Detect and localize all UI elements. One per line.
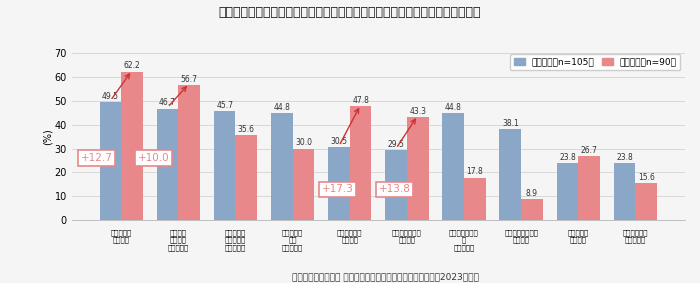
Text: 30.0: 30.0 bbox=[295, 138, 312, 147]
Text: 30.5: 30.5 bbox=[330, 137, 347, 146]
Text: 26.7: 26.7 bbox=[581, 146, 598, 155]
Bar bbox=[271, 113, 293, 220]
Text: 43.3: 43.3 bbox=[410, 106, 426, 115]
Text: 56.7: 56.7 bbox=[181, 74, 197, 83]
Bar bbox=[464, 178, 486, 220]
Bar bbox=[556, 163, 578, 220]
Bar bbox=[178, 85, 200, 220]
Text: 44.8: 44.8 bbox=[273, 103, 290, 112]
Bar bbox=[578, 156, 600, 220]
Text: 15.6: 15.6 bbox=[638, 173, 655, 182]
Text: 46.7: 46.7 bbox=[159, 98, 176, 108]
Bar bbox=[121, 72, 143, 220]
Bar bbox=[614, 163, 636, 220]
Bar bbox=[350, 106, 372, 220]
Text: 積水ハウス株式会社 住生活研究所「自宅における防犯調査（2023年）」: 積水ハウス株式会社 住生活研究所「自宅における防犯調査（2023年）」 bbox=[292, 273, 478, 282]
Text: 49.5: 49.5 bbox=[102, 92, 119, 101]
Text: +17.3: +17.3 bbox=[322, 184, 354, 194]
Y-axis label: (%): (%) bbox=[43, 128, 53, 145]
Text: 29.5: 29.5 bbox=[388, 140, 405, 149]
Bar bbox=[521, 199, 543, 220]
Text: 38.1: 38.1 bbox=[502, 119, 519, 128]
Bar bbox=[328, 147, 350, 220]
Text: 17.8: 17.8 bbox=[466, 168, 483, 177]
Bar bbox=[214, 111, 235, 220]
Text: 44.8: 44.8 bbox=[444, 103, 461, 112]
Bar bbox=[235, 135, 257, 220]
Bar bbox=[442, 113, 464, 220]
Text: 普段の生活において実施している自宅の防犯対策　居住形態比較（複数回答）: 普段の生活において実施している自宅の防犯対策 居住形態比較（複数回答） bbox=[218, 6, 482, 19]
Bar bbox=[157, 109, 178, 220]
Bar bbox=[499, 129, 521, 220]
Text: 35.6: 35.6 bbox=[238, 125, 255, 134]
Text: 8.9: 8.9 bbox=[526, 189, 538, 198]
Text: +10.0: +10.0 bbox=[138, 153, 169, 163]
Bar bbox=[293, 149, 314, 220]
Text: 23.8: 23.8 bbox=[616, 153, 633, 162]
Bar bbox=[99, 102, 121, 220]
Text: +13.8: +13.8 bbox=[379, 184, 411, 194]
Text: 23.8: 23.8 bbox=[559, 153, 576, 162]
Bar bbox=[636, 183, 657, 220]
Text: 47.8: 47.8 bbox=[352, 96, 369, 105]
Bar bbox=[407, 117, 428, 220]
Legend: 戸建住宅（n=105）, 集合住宅（n=90）: 戸建住宅（n=105）, 集合住宅（n=90） bbox=[510, 54, 680, 70]
Text: +12.7: +12.7 bbox=[80, 153, 113, 163]
Bar bbox=[385, 150, 407, 220]
Text: 62.2: 62.2 bbox=[124, 61, 141, 70]
Text: 45.7: 45.7 bbox=[216, 101, 233, 110]
